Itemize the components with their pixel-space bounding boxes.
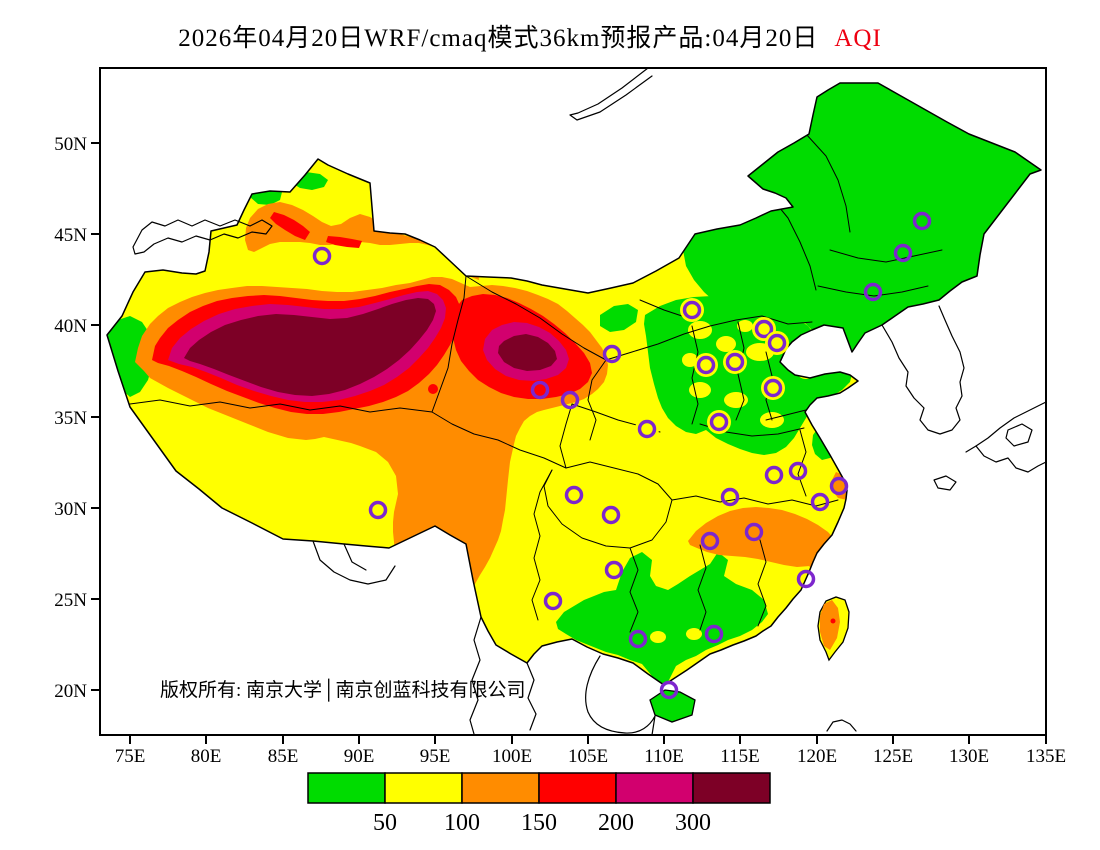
myanmar-border [469,616,482,735]
title-pollutant: AQI [834,25,881,52]
city-marker [767,333,787,353]
city-marker [720,487,740,507]
japan-coast-2 [975,445,1047,473]
lon-tick-label: 110E [644,746,683,767]
lon-tick-label: 135E [1026,746,1066,767]
city-marker [912,211,932,231]
city-markers [312,211,932,700]
legend-swatch-good [307,772,386,804]
laos-border [526,662,537,731]
city-marker [725,352,745,372]
city-marker [696,355,716,375]
taiwan-island [817,596,850,662]
lat-tick-label: 30N [54,499,87,520]
hainan-island [649,689,696,723]
korea-outline [881,305,965,435]
neighbor-outlines [132,67,1047,736]
lon-axis: 75E 80E 85E 90E 95E 100E 105E 110E 115E … [115,735,1066,767]
city-marker [368,500,388,520]
legend-label: 150 [521,810,557,836]
city-marker [530,380,550,400]
city-marker [604,560,624,580]
city-marker [564,485,584,505]
legend-swatch-very-unhealthy [615,772,694,804]
china-national-border [106,82,1042,686]
city-marker [601,505,621,525]
lon-tick-label: 75E [115,746,146,767]
city-marker [543,591,563,611]
city-marker [810,492,830,512]
lon-tick-label: 100E [492,746,532,767]
city-marker [637,419,657,439]
lake-balkhash-outline [132,219,273,255]
aqi-band-hazardous-regions [184,298,557,396]
city-marker [788,461,808,481]
jeju-outline [933,475,957,491]
lat-tick-label: 35N [54,408,87,429]
lon-tick-label: 120E [797,746,837,767]
legend-swatch-moderate [384,772,463,804]
map-frame: 50N 45N 40N 35N 30N 25N 20N 75E 80E 85E … [54,67,1066,767]
india-border-2 [343,543,367,571]
lat-tick-label: 45N [54,225,87,246]
city-marker [796,569,816,589]
city-marker [682,300,702,320]
copyright-note: 版权所有: 南京大学│南京创蓝科技有限公司 [160,678,526,702]
lat-axis: 50N 45N 40N 35N 30N 25N 20N [54,134,100,702]
lat-tick-label: 40N [54,316,87,337]
lon-tick-label: 125E [873,746,913,767]
lon-tick-label: 90E [344,746,375,767]
city-marker [863,282,883,302]
city-marker [628,629,648,649]
lon-tick-label: 95E [420,746,451,767]
legend-swatch-hazardous [692,772,771,804]
luzon-coast [826,719,857,732]
lon-tick-label: 85E [268,746,299,767]
province-boundaries [129,133,943,633]
city-marker [744,522,764,542]
title-main: 2026年04月20日WRF/cmaq模式36km预报产品:04月20日 [178,24,818,52]
city-marker [709,412,729,432]
lat-tick-label: 25N [54,590,87,611]
city-marker [893,243,913,263]
city-marker [700,531,720,551]
legend-label: 50 [373,810,397,836]
legend-label: 100 [444,810,480,836]
city-marker [763,378,783,398]
lon-tick-label: 80E [191,746,222,767]
lake-baikal-outline [569,67,653,121]
lat-tick-label: 50N [54,134,87,155]
city-marker [764,465,784,485]
aqi-legend: 50 100 150 200 300 [307,772,771,836]
city-marker [602,344,622,364]
legend-label: 300 [675,810,711,836]
city-marker [829,476,849,496]
lat-tick-label: 20N [54,681,87,702]
city-marker [560,390,580,410]
legend-label: 200 [598,810,634,836]
legend-swatch-usg [461,772,540,804]
legend-swatch-unhealthy [538,772,617,804]
india-border-1 [312,540,396,585]
lon-tick-label: 115E [720,746,759,767]
city-marker [754,319,774,339]
page-title: 2026年04月20日WRF/cmaq模式36km预报产品:04月20日 AQI [178,24,882,52]
lon-tick-label: 105E [568,746,608,767]
city-marker [704,624,724,644]
lon-tick-label: 130E [949,746,989,767]
city-marker [659,680,679,700]
vietnam-coastline [585,655,656,736]
japan-island-outline [1005,423,1033,447]
city-marker [312,246,332,266]
